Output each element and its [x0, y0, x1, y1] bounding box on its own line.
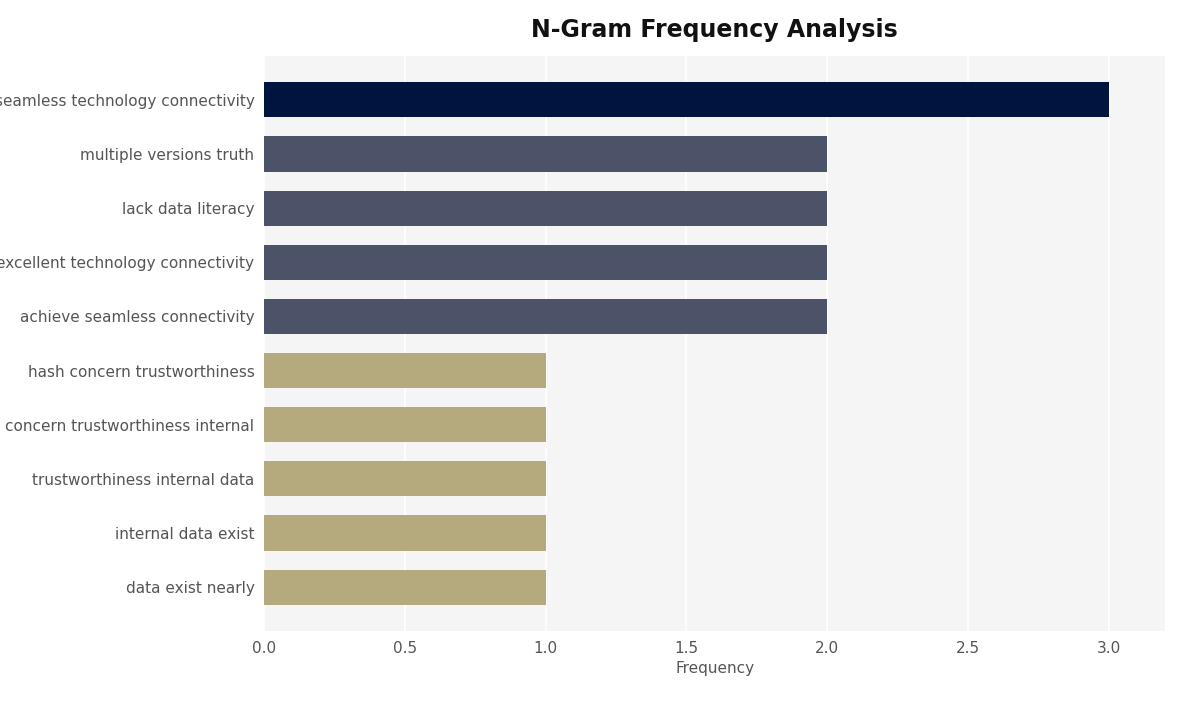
Bar: [264, 570, 545, 605]
Bar: [264, 299, 827, 334]
Bar: [264, 353, 545, 388]
Bar: [264, 461, 545, 496]
Title: N-Gram Frequency Analysis: N-Gram Frequency Analysis: [531, 18, 898, 41]
Bar: [264, 137, 827, 172]
X-axis label: Frequency: Frequency: [675, 661, 754, 676]
Bar: [264, 191, 827, 226]
Bar: [264, 407, 545, 442]
Bar: [264, 515, 545, 550]
Bar: [264, 82, 1109, 117]
Bar: [264, 245, 827, 280]
